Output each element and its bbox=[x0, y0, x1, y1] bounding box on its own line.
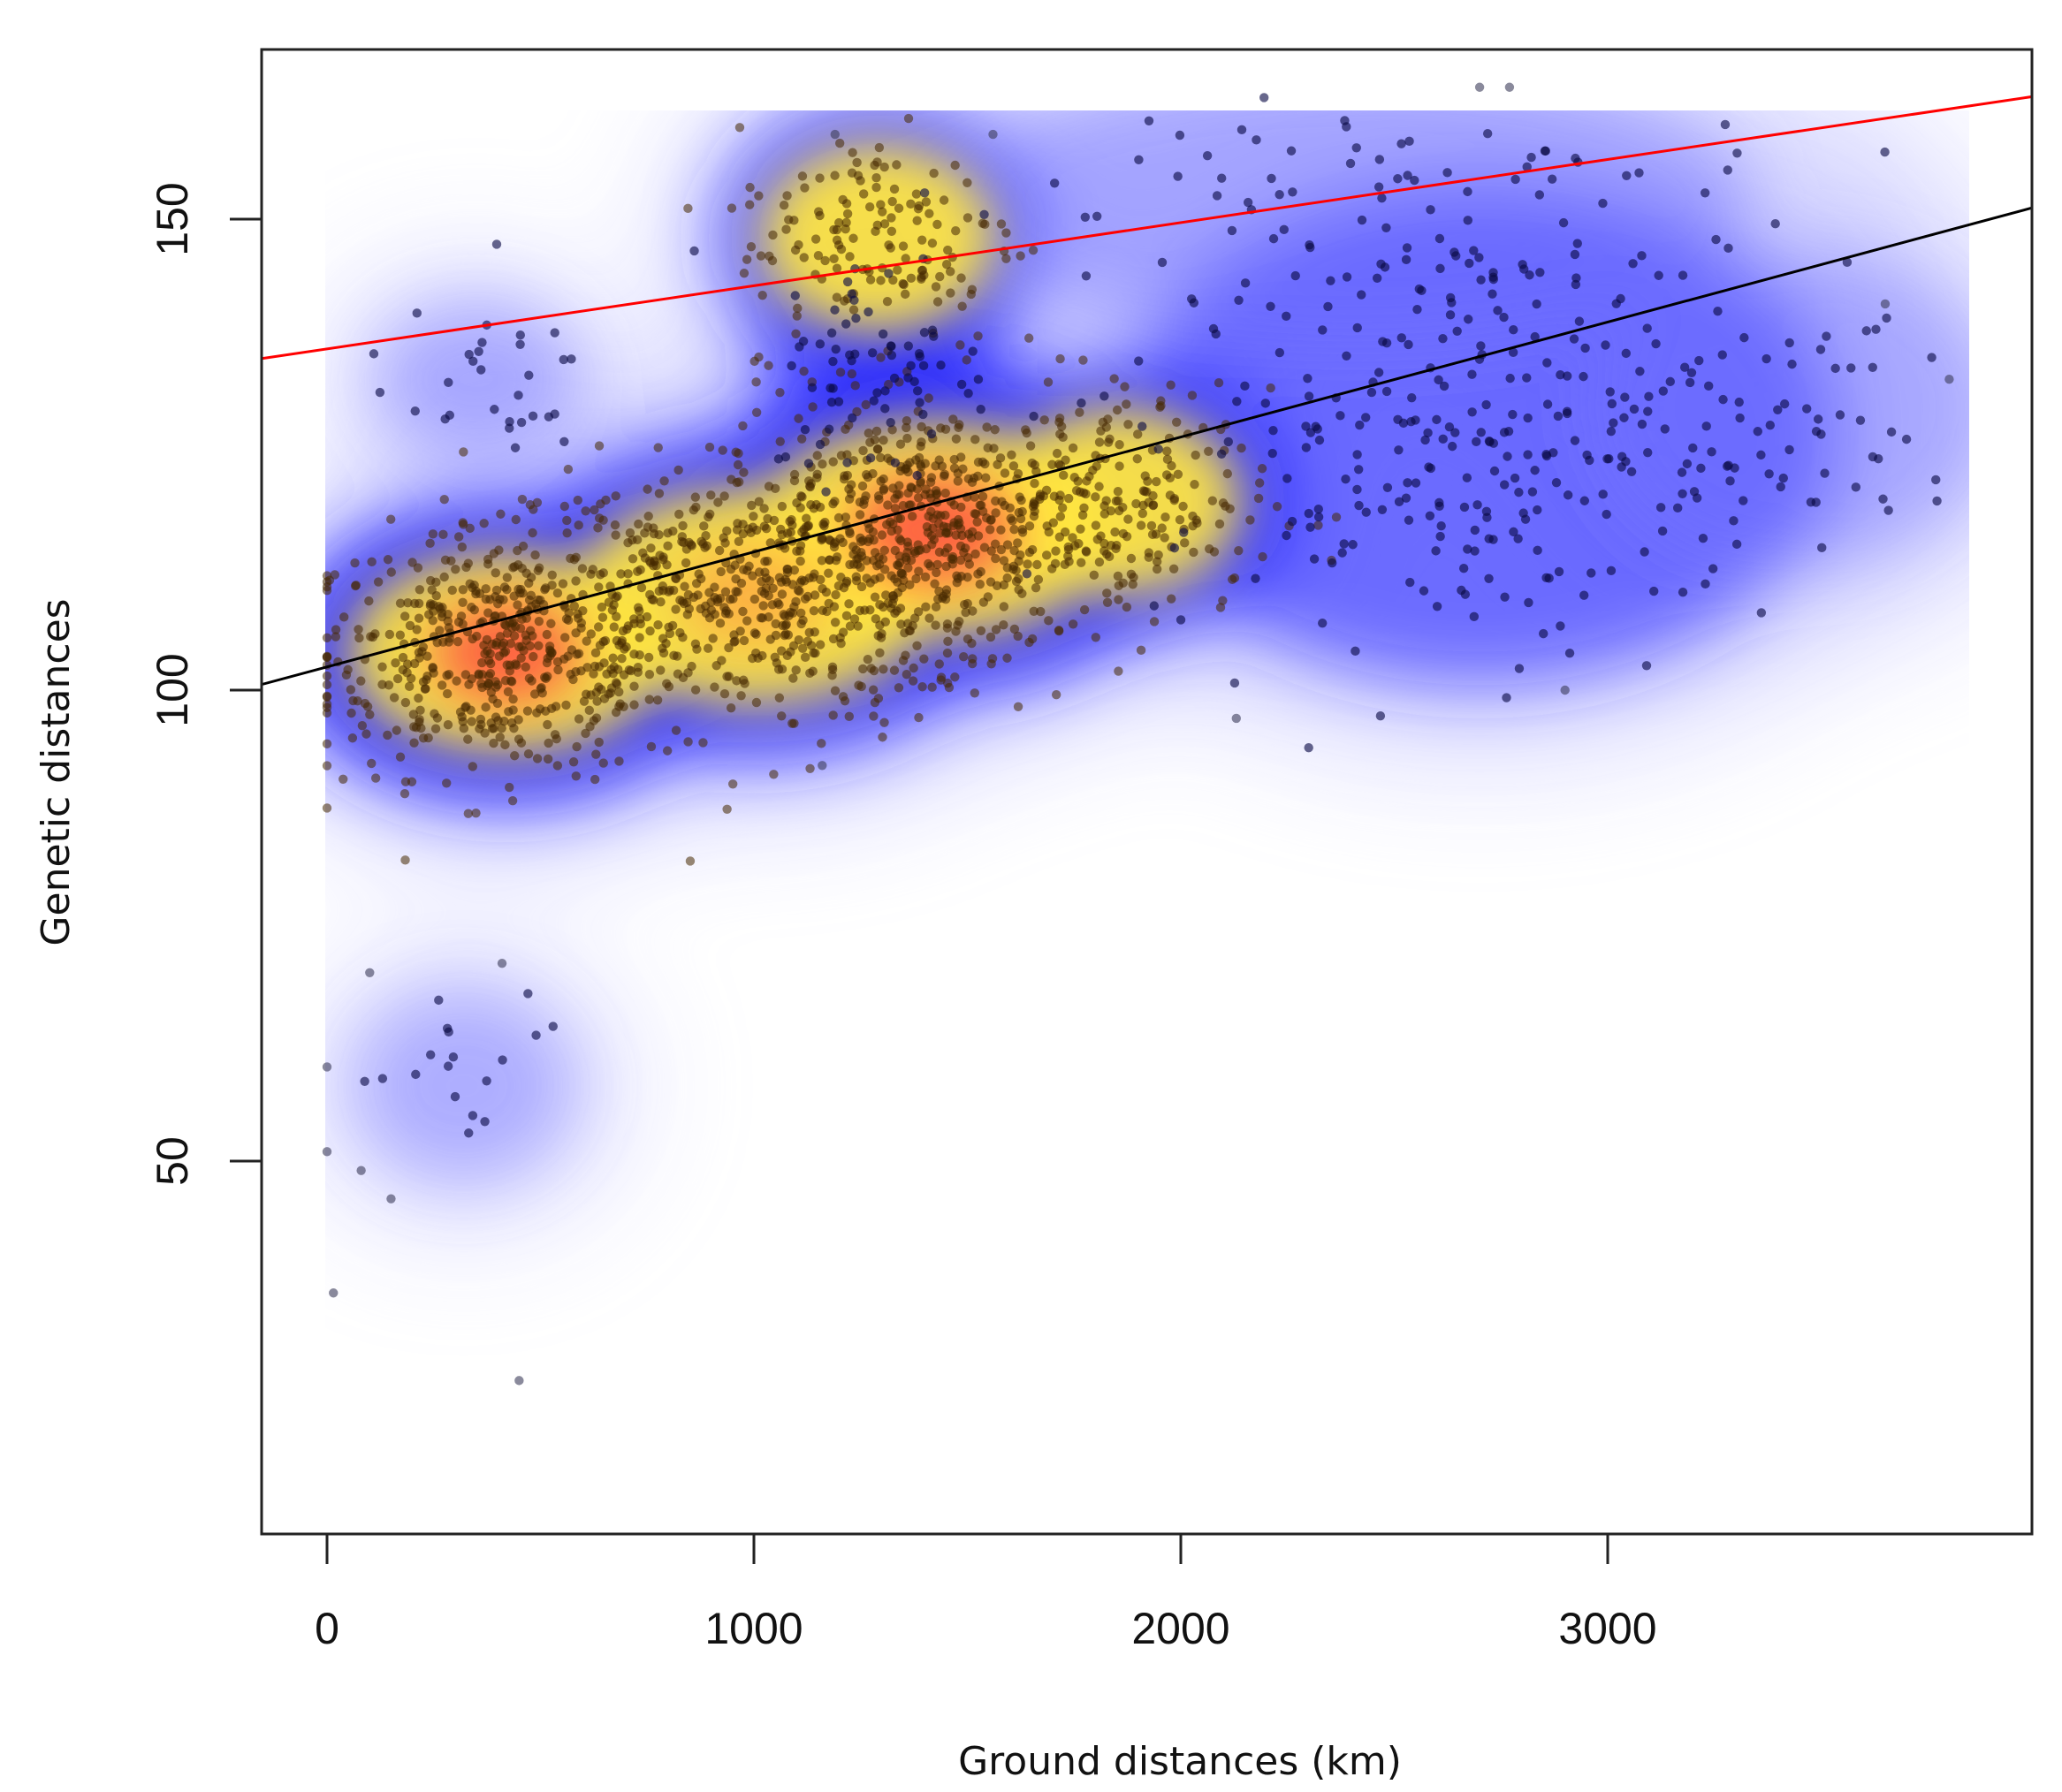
outlier-point bbox=[1560, 685, 1570, 695]
outlier-point bbox=[386, 1194, 396, 1204]
y-axis-title: Genetic distances bbox=[34, 598, 79, 945]
outlier-point bbox=[1504, 82, 1515, 92]
scatter-points bbox=[322, 82, 1954, 1386]
outlier-point bbox=[365, 968, 375, 978]
outlier-point bbox=[1944, 375, 1954, 384]
outlier-point bbox=[322, 1062, 332, 1072]
outlier-point bbox=[322, 1147, 332, 1157]
regression-black-line bbox=[262, 206, 2032, 687]
outlier-point bbox=[988, 129, 998, 140]
x-tick-label: 3000 bbox=[1558, 1604, 1656, 1653]
plot-frame bbox=[260, 48, 2034, 1536]
y-tick-label: 100 bbox=[148, 653, 197, 726]
outlier-point bbox=[818, 761, 827, 771]
outlier-point bbox=[1231, 713, 1241, 724]
outlier-point bbox=[356, 1166, 366, 1175]
x-axis-title: Ground distances (km) bbox=[958, 1739, 1402, 1784]
y-tick-label: 50 bbox=[148, 1136, 197, 1186]
outlier-point bbox=[1880, 299, 1891, 309]
x-tick-label: 0 bbox=[315, 1604, 339, 1653]
y-axis: 50 100 150 bbox=[148, 182, 262, 1186]
regression-red-line bbox=[262, 95, 2032, 361]
outlier-point bbox=[497, 958, 507, 968]
outlier-point bbox=[329, 1288, 339, 1298]
regression-lines bbox=[262, 95, 2032, 687]
outlier-point bbox=[830, 129, 840, 140]
x-tick-label: 1000 bbox=[704, 1604, 803, 1653]
outlier-point bbox=[1474, 82, 1485, 92]
x-axis: 0 1000 2000 3000 bbox=[315, 1534, 1657, 1653]
y-tick-label: 150 bbox=[148, 182, 197, 255]
x-tick-label: 2000 bbox=[1131, 1604, 1229, 1653]
plot-area bbox=[262, 49, 2032, 1534]
outlier-point bbox=[514, 1376, 524, 1386]
